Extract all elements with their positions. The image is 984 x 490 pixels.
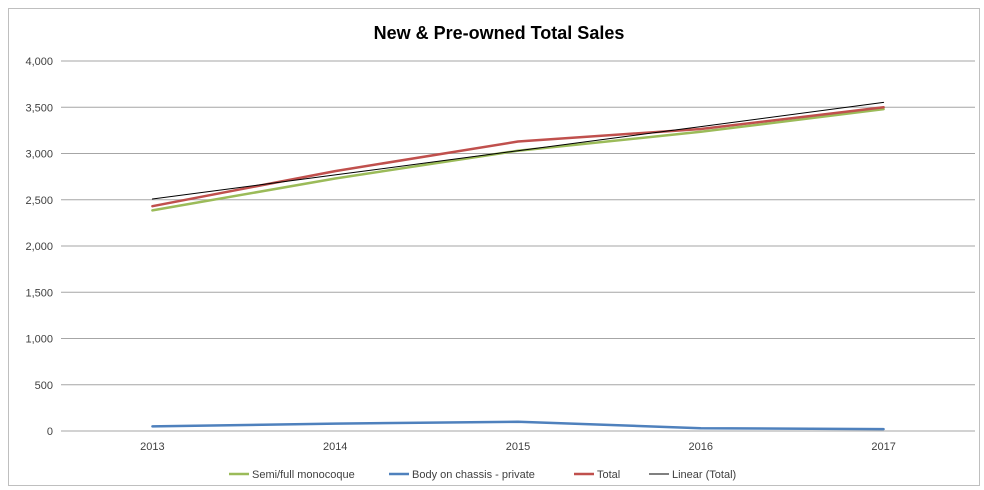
- chart-title: New & Pre-owned Total Sales: [374, 23, 625, 43]
- x-tick-label: 2015: [506, 441, 530, 453]
- legend-label: Body on chassis - private: [412, 469, 535, 481]
- series-line-semi-full-monocoque: [151, 107, 885, 212]
- legend-item: Total: [574, 469, 620, 481]
- legend-label: Semi/full monocoque: [252, 469, 355, 481]
- line-chart: New & Pre-owned Total Sales 0 500 1,000 1,5…: [25, 23, 975, 481]
- y-tick-label: 3,000: [25, 149, 53, 161]
- x-tick-label: 2016: [689, 441, 713, 453]
- y-tick-label: 2,500: [25, 195, 53, 207]
- x-axis-ticks: 2013 2014 2015 2016 2017: [140, 441, 896, 453]
- legend-item: Body on chassis - private: [389, 469, 535, 481]
- x-tick-label: 2014: [323, 441, 347, 453]
- legend-label: Linear (Total): [672, 469, 736, 481]
- chart-area: New & Pre-owned Total Sales 0 500 1,000 1,5…: [8, 8, 980, 486]
- y-axis-ticks: 0 500 1,000 1,500 2,000 2,500 3,000 3,500 4,000: [25, 56, 53, 438]
- y-tick-label: 4,000: [25, 56, 53, 68]
- legend-item: Linear (Total): [649, 469, 736, 481]
- y-tick-label: 1,000: [25, 334, 53, 346]
- y-tick-label: 3,500: [25, 102, 53, 114]
- y-tick-label: 0: [47, 426, 53, 438]
- legend-item: Semi/full monocoque: [229, 469, 355, 481]
- gridlines: [61, 60, 975, 432]
- series-line-linear-total: [151, 101, 885, 200]
- x-tick-label: 2017: [871, 441, 895, 453]
- y-tick-label: 1,500: [25, 287, 53, 299]
- legend-label: Total: [597, 469, 620, 481]
- y-tick-label: 2,000: [25, 241, 53, 253]
- series-lines: [151, 101, 885, 431]
- x-tick-label: 2013: [140, 441, 164, 453]
- series-line-body-on-chassis-private: [151, 420, 885, 431]
- y-tick-label: 500: [35, 380, 53, 392]
- legend: Semi/full monocoque Body on chassis - pri…: [229, 469, 736, 481]
